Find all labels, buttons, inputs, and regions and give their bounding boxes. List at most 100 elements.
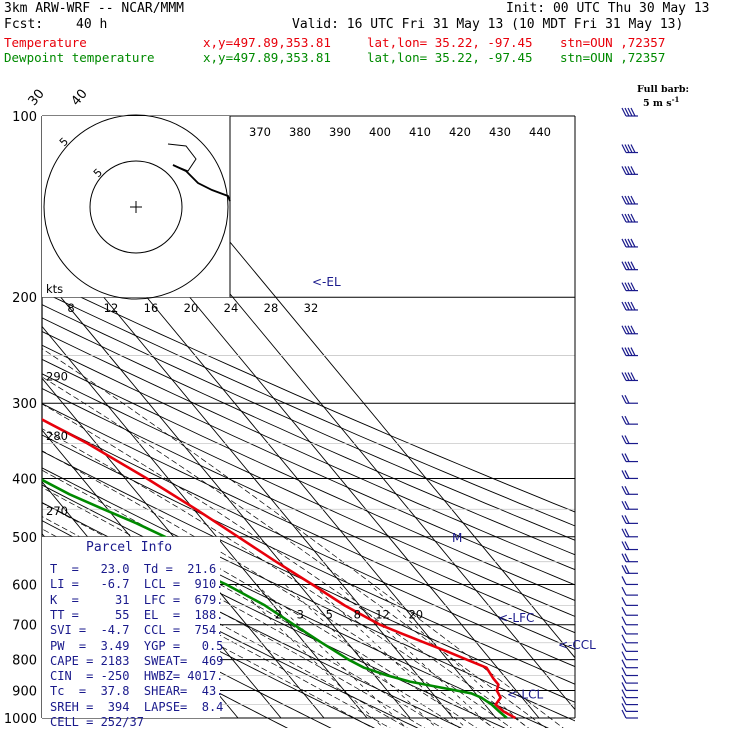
dry-adiabat — [42, 450, 575, 703]
parcel-row: SREH = 394 LAPSE= 8.4 — [50, 699, 224, 714]
wind-barb — [621, 415, 638, 425]
level-annotation: <-LCL — [507, 687, 543, 701]
theta-e-label: 410 — [409, 125, 431, 139]
isotherm — [42, 273, 411, 719]
model-title: 3km ARW-WRF -- NCAR/MMM — [4, 1, 185, 16]
dry-adiabat — [42, 344, 575, 586]
dry-adiabat — [42, 418, 575, 668]
dry-adiabat — [42, 434, 575, 685]
isotherm-label: 20 — [0, 87, 5, 109]
temperature-xy: x,y=497.89,353.81 — [203, 35, 331, 50]
wind-barb — [621, 541, 638, 551]
parcel-info-box — [42, 536, 220, 718]
wind-barb — [621, 667, 638, 677]
wind-barb — [621, 634, 638, 644]
wind-barb — [621, 576, 638, 586]
mixing-ratio-label: 8 — [354, 608, 361, 622]
theta-e-label: 380 — [289, 125, 311, 139]
pressure-label: 800 — [12, 654, 37, 669]
wind-barb — [621, 659, 638, 669]
temperature-latlon: lat,lon= 35.22, -97.45 — [367, 35, 533, 50]
mixing-ratio-label: 2 — [275, 608, 282, 622]
mixing-ratio-label: 20 — [408, 608, 423, 622]
dry-adiabat — [42, 358, 575, 601]
temperature-profile — [42, 418, 517, 720]
wind-barb — [621, 166, 638, 175]
mixing-ratio-label: 12 — [375, 608, 390, 622]
dry-adiabat — [42, 278, 575, 513]
wind-barb — [621, 261, 638, 271]
dry-adiabat — [42, 330, 575, 571]
pressure-label: 100 — [12, 110, 37, 125]
theta-e-label: 400 — [369, 125, 391, 139]
pressure-label: 400 — [12, 472, 37, 487]
wind-barb — [621, 565, 638, 574]
wind-barb — [621, 528, 638, 538]
wind-barb — [621, 144, 638, 154]
mixing-ratio-line — [256, 584, 407, 728]
theta-e-label: 420 — [449, 125, 471, 139]
wind-barb — [621, 372, 638, 382]
mixing-ratio-line — [284, 584, 438, 728]
theta-e-label: 430 — [489, 125, 511, 139]
wind-barb — [621, 301, 638, 311]
wind-barb — [621, 709, 638, 719]
hodograph-unit-label: kts — [46, 282, 63, 296]
dry-adiabat — [42, 388, 575, 634]
wind-barb — [621, 515, 638, 524]
wind-barb — [621, 606, 638, 616]
parcel-row: TT = 55 EL = 188. — [50, 607, 224, 622]
wind-barb — [621, 689, 638, 699]
wind-barb — [621, 394, 638, 404]
wind-barb — [621, 325, 638, 335]
wind-barb — [621, 195, 638, 205]
wind-barb — [621, 616, 638, 626]
hodograph-speed-tick: 32 — [304, 301, 319, 315]
wind-barb — [621, 213, 638, 223]
pressure-label: 600 — [12, 578, 37, 593]
wind-barb — [621, 453, 638, 463]
dry-adiabat — [42, 317, 575, 556]
theta-label: 280 — [46, 429, 68, 443]
wind-barb — [621, 682, 638, 692]
dry-adiabat — [42, 373, 575, 617]
parcel-row: T = 23.0 Td = 21.6 — [50, 562, 217, 576]
hodograph-ring — [43, 114, 229, 300]
wind-barb — [621, 625, 638, 635]
hodograph-speed-tick: 28 — [264, 301, 279, 315]
mixing-ratio-line — [234, 584, 384, 728]
mixing-ratio-line — [336, 584, 493, 728]
wind-barb — [621, 470, 638, 480]
wind-barb — [621, 107, 638, 117]
dewpoint-latlon: lat,lon= 35.22, -97.45 — [367, 50, 533, 65]
theta-e-label: 440 — [529, 125, 551, 139]
dewpoint-legend: Dewpoint temperature — [4, 50, 155, 65]
moist-adiabat — [42, 450, 495, 728]
valid-time: Valid: 16 UTC Fri 31 May 13 (10 MDT Fri … — [292, 17, 684, 32]
level-annotation: M — [452, 531, 462, 545]
wind-barb — [621, 486, 638, 495]
wind-barb — [621, 643, 638, 652]
pressure-label: 1000 — [4, 712, 37, 727]
mixing-ratio-label: 5 — [326, 608, 333, 622]
isotherm-label: 30 — [26, 87, 48, 109]
parcel-row: CELL = 252/37 — [50, 715, 144, 729]
wind-barb — [621, 597, 638, 606]
parcel-row: LI = -6.7 LCL = 910. — [50, 577, 224, 592]
wind-barb — [621, 553, 638, 563]
dry-adiabat — [42, 304, 575, 541]
dewpoint-xy: x,y=497.89,353.81 — [203, 50, 331, 65]
pressure-label: 300 — [12, 397, 37, 412]
dry-adiabat — [42, 291, 575, 527]
theta-label: 270 — [46, 504, 68, 518]
temperature-station: stn=OUN ,72357 — [560, 35, 666, 50]
moist-adiabat — [42, 403, 530, 728]
fcst-value: 40 h — [76, 17, 108, 32]
parcel-info-title: Parcel Info — [86, 540, 173, 555]
wind-barb — [621, 586, 638, 596]
wind-barb — [621, 651, 638, 661]
dewpoint-station: stn=OUN ,72357 — [560, 50, 666, 65]
isotherm-label: 40 — [69, 87, 91, 109]
hodograph-speed-tick: 16 — [144, 301, 159, 315]
